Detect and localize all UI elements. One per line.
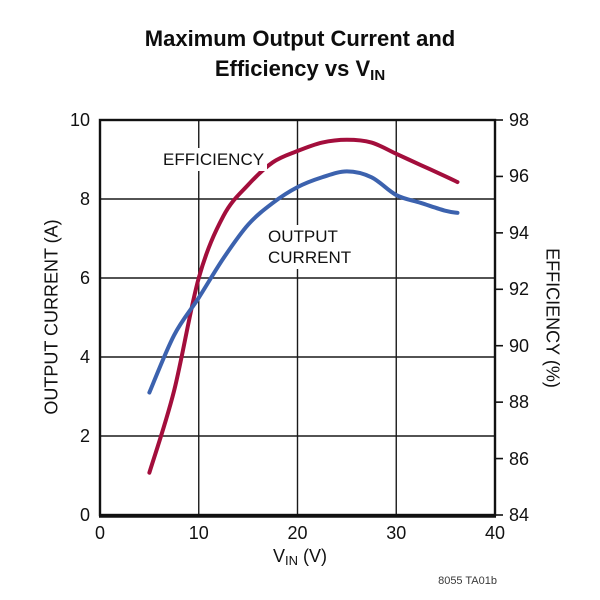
- chart-title-line2: Efficiency vs VIN: [214, 56, 386, 84]
- y-left-tick-label: 10: [69, 110, 90, 130]
- chart-title-line1: Maximum Output Current and: [144, 26, 456, 51]
- x-axis-title: VIN (V): [272, 546, 328, 568]
- y-right-tick-label: 92: [509, 279, 530, 300]
- output-current-curve-label: OUTPUT CURRENT: [265, 225, 355, 269]
- y-right-tick-label: 88: [509, 392, 530, 413]
- y-left-tick-label: 6: [79, 268, 90, 288]
- chart-title: Maximum Output Current and Efficiency vs…: [0, 24, 600, 91]
- y-left-tick-label: 0: [79, 505, 90, 525]
- y-left-tick-label: 2: [79, 426, 90, 446]
- x-axis-vin-subscript: IN: [285, 553, 298, 568]
- curve-output-current: [147, 169, 460, 395]
- y-right-tick-label: 84: [509, 505, 530, 525]
- y-axis-title-right: EFFICIENCY (%): [542, 248, 563, 388]
- y-axis-title-left: OUTPUT CURRENT (A): [41, 219, 62, 415]
- title-vin-subscript: IN: [370, 67, 386, 84]
- y-left-tick-label: 8: [79, 189, 90, 209]
- figure-reference-number: 8055 TA01b: [438, 575, 497, 587]
- efficiency-curve-label: EFFICIENCY: [160, 148, 268, 171]
- y-right-tick-label: 98: [509, 110, 530, 130]
- x-tick-label: 10: [188, 523, 209, 543]
- curve-efficiency: [147, 137, 460, 475]
- x-tick-label: 30: [386, 523, 407, 543]
- x-tick-label: 40: [484, 523, 506, 543]
- y-right-tick-label: 86: [509, 448, 530, 469]
- x-tick-label: 20: [287, 523, 308, 543]
- x-tick-label: 0: [94, 523, 105, 543]
- y-right-tick-label: 90: [509, 335, 530, 356]
- y-right-tick-label: 94: [509, 222, 530, 243]
- y-right-tick-label: 96: [509, 166, 530, 187]
- y-left-tick-label: 4: [79, 347, 90, 367]
